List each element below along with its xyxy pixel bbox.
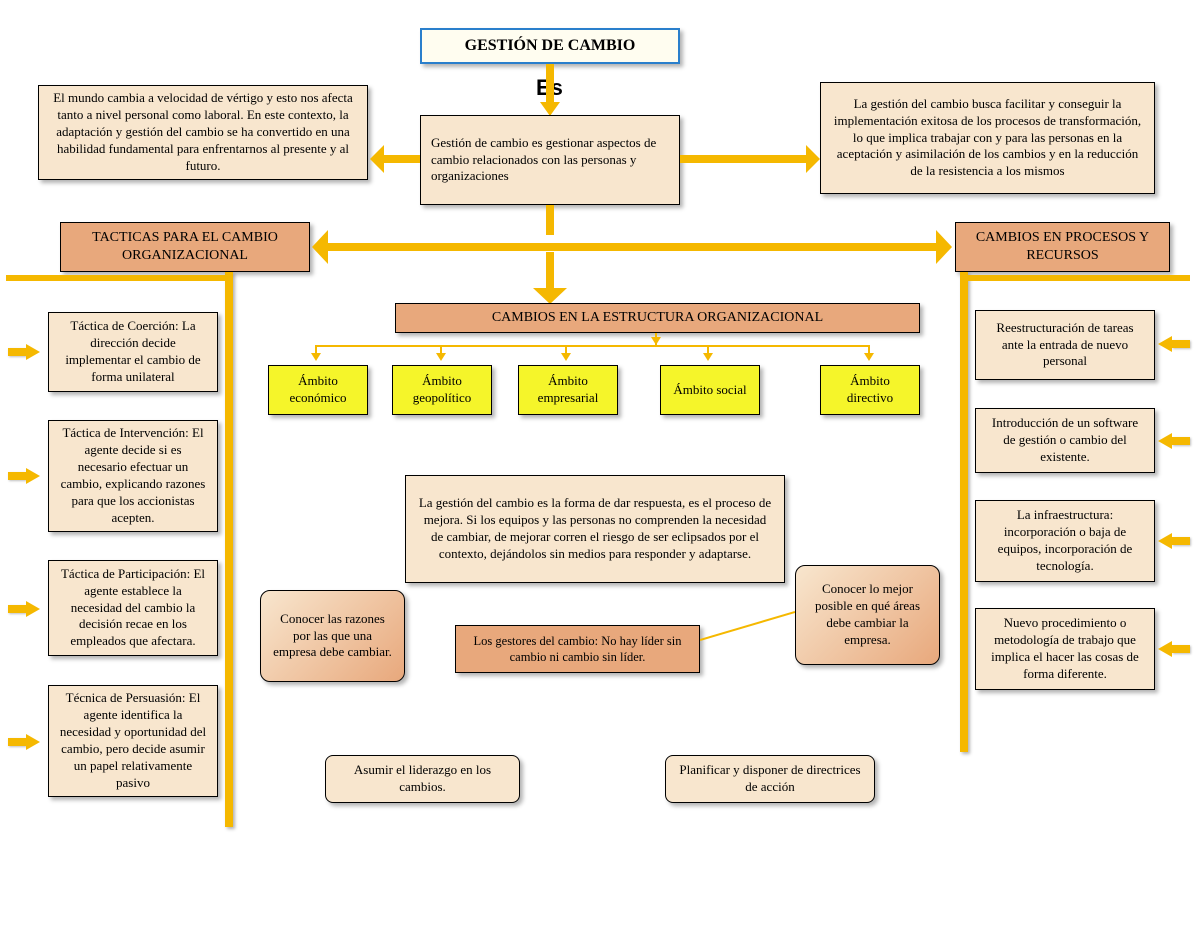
tactic-arrow-1 xyxy=(26,344,40,360)
ambito-a5 xyxy=(864,353,874,361)
arrow-title-to-def xyxy=(540,64,560,116)
arrow-middle-double xyxy=(312,230,952,264)
ambito-2: Ámbito geopolítico xyxy=(392,365,492,415)
processes-header: CAMBIOS EN PROCESOS Y RECURSOS xyxy=(955,222,1170,272)
ambito-5: Ámbito directivo xyxy=(820,365,920,415)
ambito-4: Ámbito social xyxy=(660,365,760,415)
ambito-hline xyxy=(315,345,870,347)
tactic-1: Táctica de Coerción: La dirección decide… xyxy=(48,312,218,392)
arrow-def-down xyxy=(540,205,560,235)
process-1: Reestructuración de tareas ante la entra… xyxy=(975,310,1155,380)
structural-header: CAMBIOS EN LA ESTRUCTURA ORGANIZACIONAL xyxy=(395,303,920,333)
tactic-arrow-3 xyxy=(26,601,40,617)
tactic-3: Táctica de Participación: El agente esta… xyxy=(48,560,218,656)
tactic-arrow-2 xyxy=(26,468,40,484)
leaders-box: Los gestores del cambio: No hay líder si… xyxy=(455,625,700,673)
ambito-a3 xyxy=(561,353,571,361)
right-vbar xyxy=(960,272,968,752)
ambito-a2 xyxy=(436,353,446,361)
ambito-3: Ámbito empresarial xyxy=(518,365,618,415)
process-arrow-3-body xyxy=(1172,537,1190,545)
tactic-arrow-3-body xyxy=(8,605,26,613)
tactic-arrow-4 xyxy=(26,734,40,750)
plan-guidelines: Planificar y disponer de directrices de … xyxy=(665,755,875,803)
process-arrow-2-body xyxy=(1172,437,1190,445)
tactic-4: Técnica de Persuasión: El agente identif… xyxy=(48,685,218,797)
process-arrow-2 xyxy=(1158,433,1172,449)
ambito-a4 xyxy=(703,353,713,361)
know-areas: Conocer lo mejor posible en qué áreas de… xyxy=(795,565,940,665)
line-leaders-to-areas xyxy=(700,610,795,645)
tactic-arrow-4-body xyxy=(8,738,26,746)
ambito-1: Ámbito económico xyxy=(268,365,368,415)
assume-leadership: Asumir el liderazgo en los cambios. xyxy=(325,755,520,803)
ambito-stem-arrow xyxy=(651,337,661,345)
left-context: El mundo cambia a velocidad de vértigo y… xyxy=(38,85,368,180)
process-2: Introducción de un software de gestión o… xyxy=(975,408,1155,473)
process-3: La infraestructura: incorporación o baja… xyxy=(975,500,1155,582)
process-arrow-3 xyxy=(1158,533,1172,549)
right-context: La gestión del cambio busca facilitar y … xyxy=(820,82,1155,194)
arrow-center-to-right xyxy=(680,145,820,173)
tactics-header: TACTICAS PARA EL CAMBIO ORGANIZACIONAL xyxy=(60,222,310,272)
connector-tactics xyxy=(6,275,228,281)
tactic-arrow-2-body xyxy=(8,472,26,480)
ambito-a1 xyxy=(311,353,321,361)
title-text: GESTIÓN DE CAMBIO xyxy=(465,36,636,57)
connector-processes xyxy=(966,275,1190,281)
process-4: Nuevo procedimiento o metodología de tra… xyxy=(975,608,1155,690)
arrow-middle-to-structural xyxy=(533,252,567,304)
tactic-2: Táctica de Intervención: El agente decid… xyxy=(48,420,218,532)
title-box: GESTIÓN DE CAMBIO xyxy=(420,28,680,64)
process-arrow-1 xyxy=(1158,336,1172,352)
know-reasons: Conocer las razones por las que una empr… xyxy=(260,590,405,682)
tactic-arrow-1-body xyxy=(8,348,26,356)
center-response: La gestión del cambio es la forma de dar… xyxy=(405,475,785,583)
left-vbar xyxy=(225,272,233,827)
process-arrow-1-body xyxy=(1172,340,1190,348)
process-arrow-4 xyxy=(1158,641,1172,657)
process-arrow-4-body xyxy=(1172,645,1190,653)
center-definition: Gestión de cambio es gestionar aspectos … xyxy=(420,115,680,205)
arrow-center-to-left xyxy=(370,145,420,173)
